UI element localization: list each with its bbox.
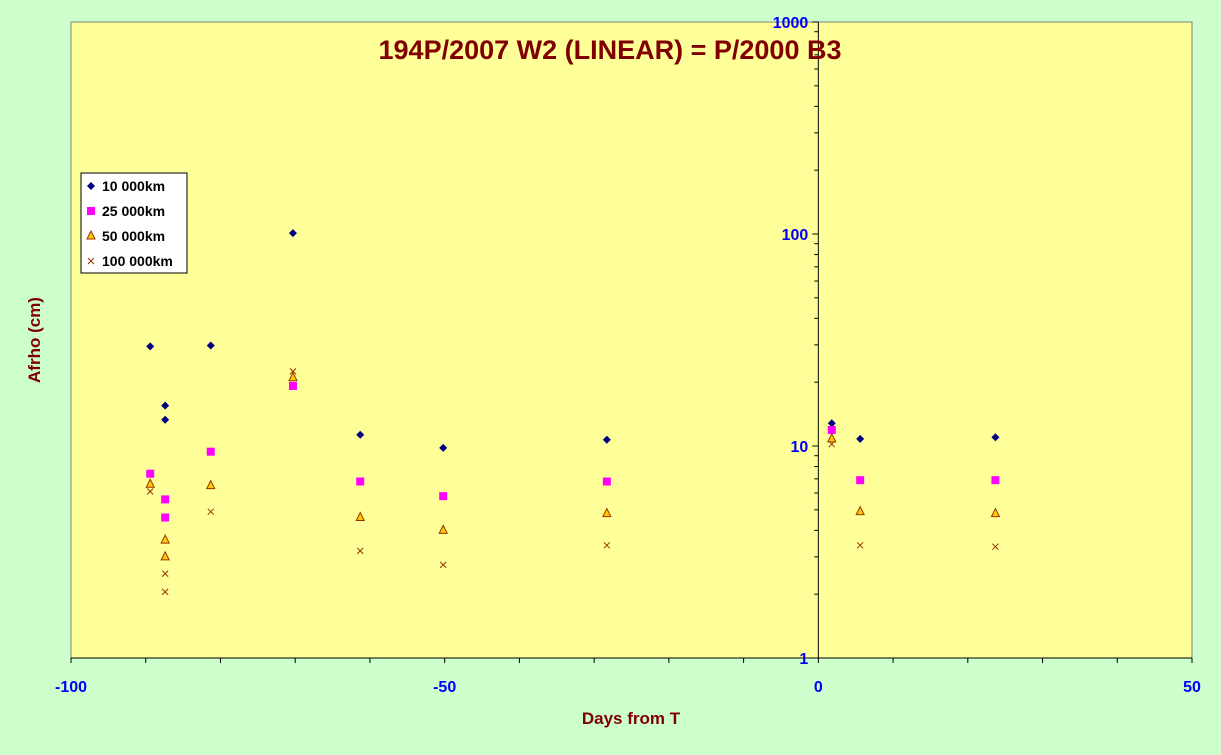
data-point-10000km — [87, 182, 95, 190]
data-point-10000km — [602, 435, 611, 444]
data-point-100000km — [207, 508, 215, 516]
x-axis-label: Days from T — [582, 709, 681, 728]
data-point-10000km — [206, 341, 215, 350]
x-tick-label: -50 — [433, 679, 456, 696]
legend-box — [80, 172, 188, 274]
data-point-50000km — [826, 432, 837, 443]
data-point-25000km — [602, 477, 611, 486]
data-point-10000km — [439, 443, 448, 452]
data-point-100000km — [828, 440, 836, 448]
chart-title: 194P/2007 W2 (LINEAR) = P/2000 B3 — [379, 35, 842, 65]
data-point-100000km — [356, 547, 364, 555]
data-point-50000km — [855, 505, 865, 516]
data-point-10000km — [288, 229, 297, 238]
y-tick-label: 1000 — [773, 15, 809, 32]
legend-label: 25 000km — [102, 203, 165, 219]
data-point-10000km — [161, 401, 170, 410]
x-tick-label: 0 — [814, 679, 823, 696]
data-point-50000km — [160, 533, 170, 544]
data-point-25000km — [827, 425, 836, 434]
legend-label: 100 000km — [102, 253, 173, 269]
data-point-100000km — [161, 570, 169, 577]
data-point-25000km — [146, 469, 155, 478]
data-point-50000km — [990, 507, 1001, 518]
data-point-25000km — [356, 477, 365, 486]
data-point-50000km — [160, 550, 170, 561]
data-point-25000km — [161, 495, 170, 504]
data-marks — [145, 229, 1001, 596]
data-point-50000km — [602, 507, 612, 518]
data-point-10000km — [991, 433, 1000, 442]
data-point-10000km — [161, 415, 170, 424]
data-point-10000km — [356, 430, 365, 439]
y-tick-label: 100 — [782, 227, 809, 244]
data-point-100000km — [161, 588, 169, 596]
data-point-50000km — [355, 511, 366, 521]
data-point-25000km — [161, 513, 170, 522]
x-tick-label: -100 — [55, 679, 87, 696]
legend-label: 10 000km — [102, 178, 165, 194]
data-point-100000km — [146, 488, 154, 495]
data-point-100000km — [87, 257, 95, 265]
data-point-25000km — [856, 476, 865, 485]
data-point-100000km — [439, 561, 447, 569]
data-point-50000km — [438, 524, 448, 534]
data-point-50000km — [288, 371, 298, 382]
legend-label: 50 000km — [102, 228, 165, 244]
data-point-25000km — [288, 381, 297, 390]
legend: 10 000km 25 000km 50 000km 100 000km — [80, 172, 188, 274]
y-axis-label: Afrho (cm) — [25, 297, 44, 383]
plot-area — [70, 21, 1193, 659]
data-point-10000km — [146, 342, 155, 351]
data-point-25000km — [991, 476, 1000, 485]
data-point-10000km — [827, 419, 836, 428]
data-point-100000km — [289, 367, 297, 375]
y-tick-label: 1 — [799, 651, 808, 668]
data-point-100000km — [992, 543, 999, 551]
x-tick-label: 50 — [1183, 679, 1201, 696]
data-point-100000km — [856, 541, 864, 549]
data-point-50000km — [86, 229, 96, 240]
data-point-50000km — [145, 478, 156, 488]
data-point-25000km — [87, 207, 95, 215]
data-point-25000km — [206, 447, 215, 456]
data-point-25000km — [439, 492, 448, 501]
data-point-100000km — [603, 541, 611, 549]
axes: -100 -50 0 50 1 10 100 1000 — [55, 15, 1201, 696]
data-point-50000km — [205, 479, 216, 490]
data-point-10000km — [856, 434, 865, 443]
y-tick-label: 10 — [791, 439, 809, 456]
